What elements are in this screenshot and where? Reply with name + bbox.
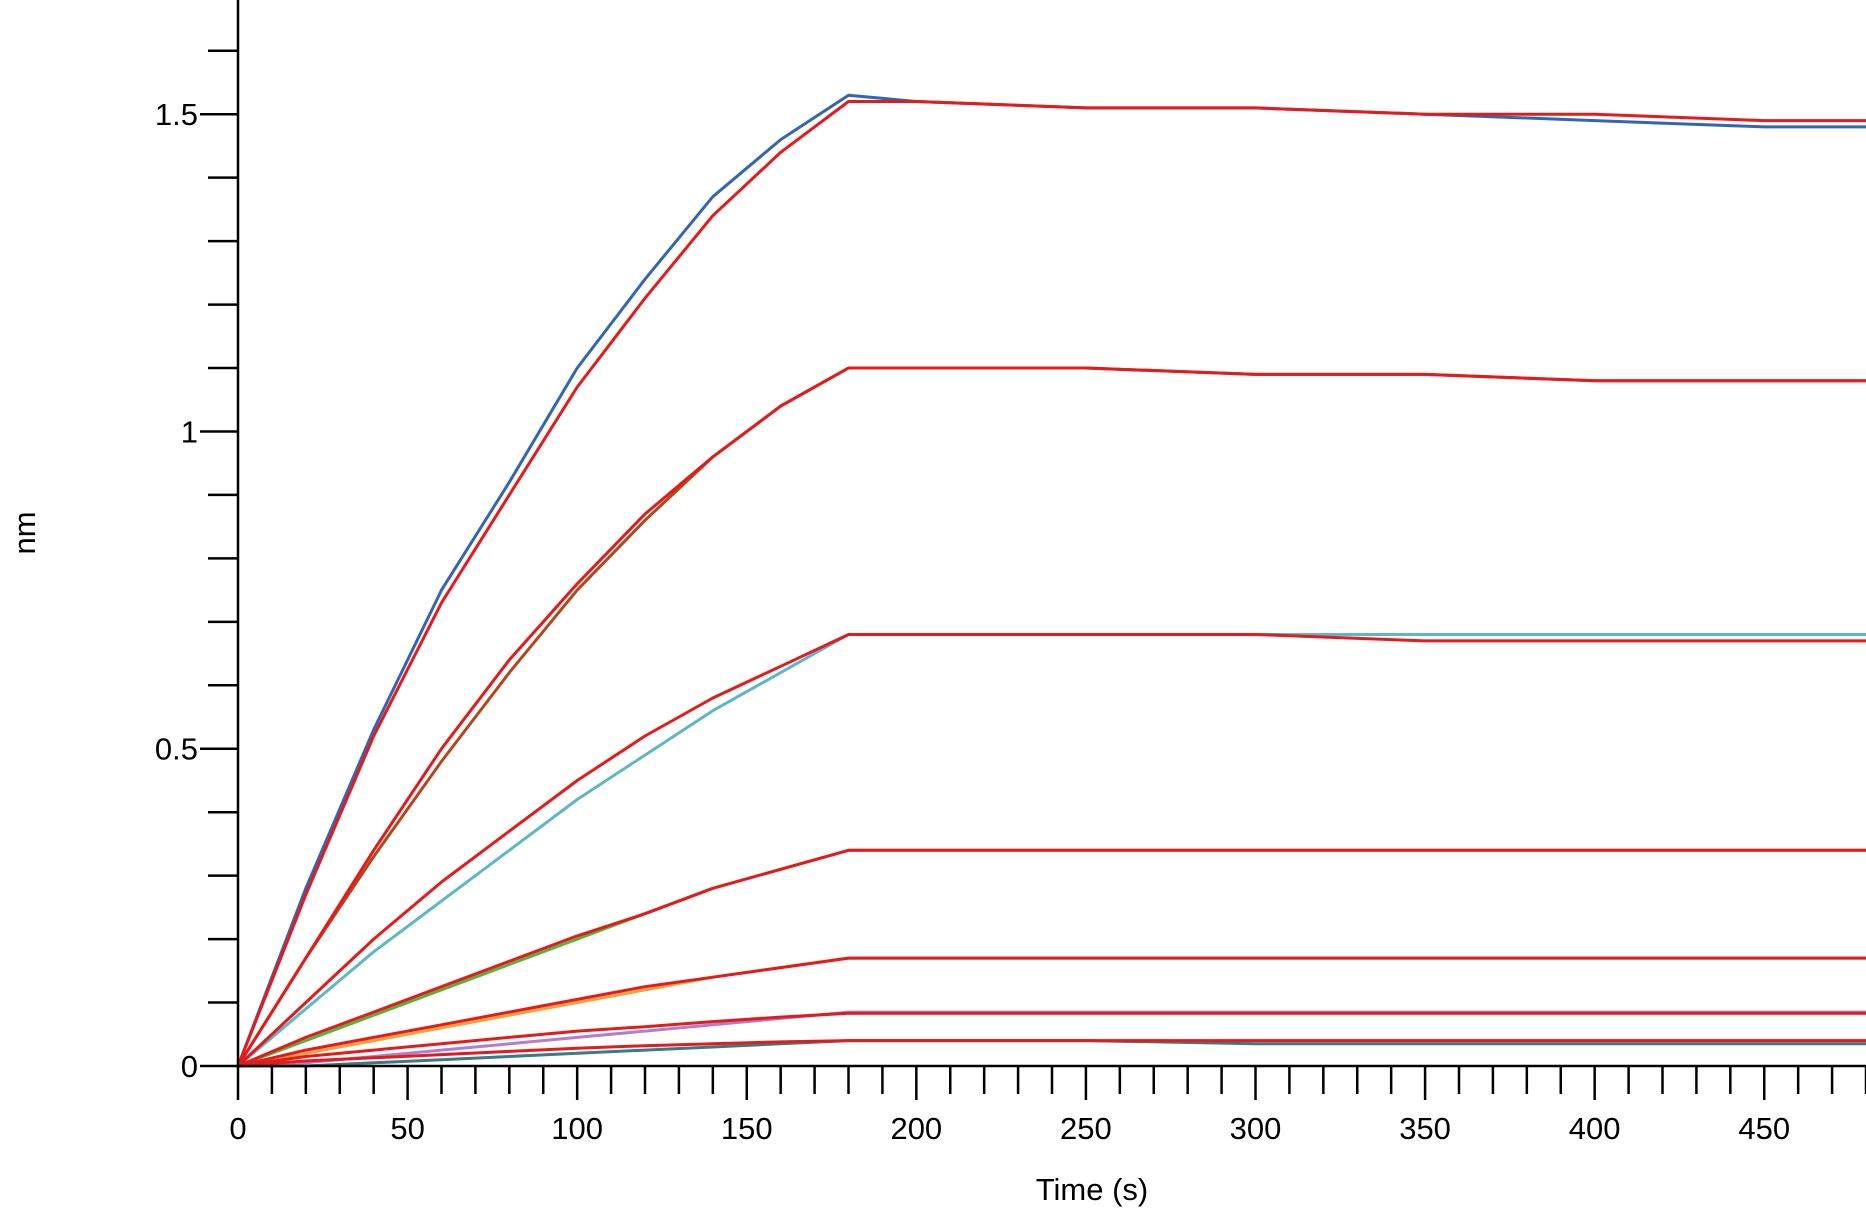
series-2-line	[236, 366, 1866, 1067]
x-tick-label: 100	[551, 1111, 603, 1146]
y-tick-label: 1.5	[155, 97, 198, 132]
axes-layer	[236, 0, 1866, 1068]
series-7-line	[238, 1039, 1866, 1068]
series-7-fit-line	[237, 1039, 1866, 1068]
x-tick-label: 350	[1399, 1111, 1451, 1146]
x-tick-label: 50	[390, 1111, 424, 1146]
series-1-fit-line	[236, 100, 1866, 1067]
series-5-fit-line	[237, 956, 1866, 1068]
series-layer	[236, 93, 1866, 1068]
y-tick-label: 1	[181, 414, 198, 449]
x-tick-label: 400	[1569, 1111, 1621, 1146]
y-tick-label: 0.5	[155, 732, 198, 767]
x-tick-label: 450	[1738, 1111, 1790, 1146]
x-tick-label: 300	[1230, 1111, 1282, 1146]
series-4-fit-line	[237, 848, 1866, 1068]
series-2-fit-line	[236, 366, 1866, 1067]
x-tick-label: 0	[229, 1111, 246, 1146]
y-tick-label: 0	[181, 1049, 198, 1084]
x-axis-title: Time (s)	[1036, 1172, 1149, 1207]
series-3-line	[237, 633, 1866, 1068]
x-tick-label: 150	[721, 1111, 773, 1146]
x-tick-label: 200	[890, 1111, 942, 1146]
y-axis-title: nm	[7, 511, 42, 554]
series-3-fit-line	[236, 633, 1866, 1068]
tick-layer: 0 50 100 150 200 250 300 350 400 450 0 0.5 1 1.5	[155, 49, 1866, 1146]
x-tick-label: 250	[1060, 1111, 1112, 1146]
series-6-fit-line	[237, 1011, 1866, 1068]
series-1-line	[236, 93, 1866, 1067]
